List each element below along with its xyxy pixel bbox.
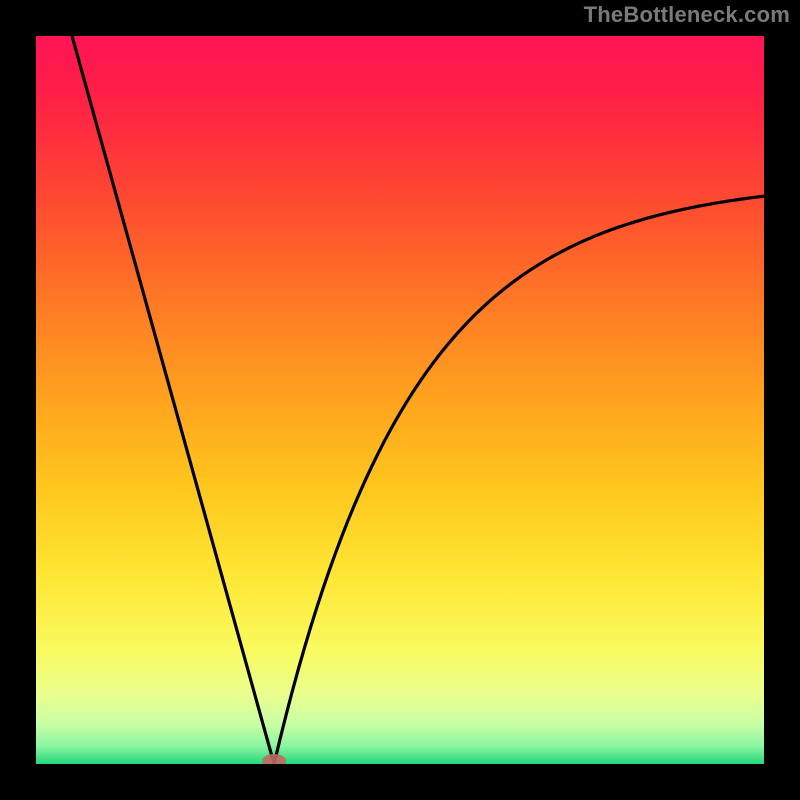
chart-svg bbox=[0, 0, 800, 800]
chart-stage: TheBottleneck.com bbox=[0, 0, 800, 800]
gradient-background bbox=[36, 36, 764, 764]
watermark-text: TheBottleneck.com bbox=[584, 2, 790, 28]
